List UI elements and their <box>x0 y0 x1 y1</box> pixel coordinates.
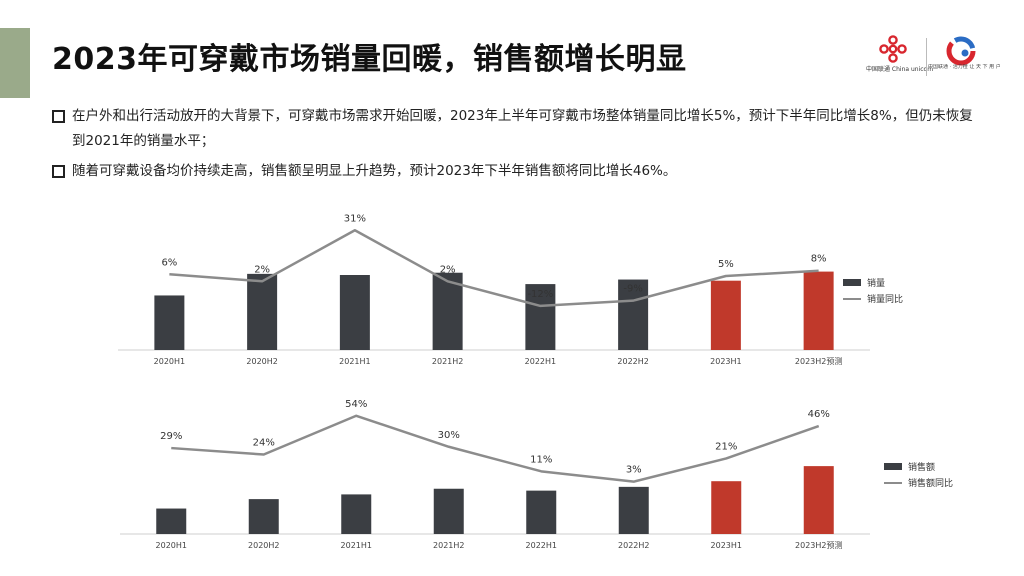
data-label: 2% <box>440 264 456 275</box>
sales-volume-chart: 2020H1 2020H2 2021H1 2021H2 2022H1 2022H2 2023… <box>118 213 903 366</box>
bar-2020H2 <box>248 499 279 534</box>
x-tick-label: 2021H2 <box>432 357 463 366</box>
data-label: 8% <box>811 254 827 265</box>
bullet-text: 在户外和出行活动放开的大背景下，可穿戴市场需求开始回暖，2023年上半年可穿戴市… <box>72 108 973 149</box>
bar-2022H1 <box>525 284 556 350</box>
x-tick-label: 2023H1 <box>711 541 742 550</box>
data-label: 29% <box>160 431 182 442</box>
bar-2023H1 <box>711 481 742 534</box>
brand-logo: 中国联通 China unicom 中国联通 · 活力橙 让 天 下 用 户 享… <box>866 34 1002 80</box>
legend-bar-label: 销售额 <box>908 461 935 473</box>
yoy-growth-line <box>169 229 819 308</box>
yoy-growth-line <box>171 414 820 483</box>
logo-left-name: 中国联通 China unicom <box>866 66 934 73</box>
bar-2021H2 <box>432 272 463 350</box>
legend-bar-label: 销量 <box>867 277 885 289</box>
x-tick-label: 2020H2 <box>246 357 277 366</box>
data-label: 2% <box>254 264 270 275</box>
x-tick-label: 2020H1 <box>156 541 187 550</box>
data-label: 6% <box>161 257 177 268</box>
bar-2023H2预测 <box>803 271 834 350</box>
data-label: 5% <box>718 259 734 270</box>
bar-2021H1 <box>341 494 372 534</box>
legend-line-label: 销售额同比 <box>908 477 953 489</box>
bar-2023H1 <box>710 280 741 350</box>
checkbox-square-icon <box>52 110 65 123</box>
x-tick-label: 2022H2 <box>618 541 649 550</box>
data-label: 11% <box>530 454 552 465</box>
logo-separator <box>926 38 927 76</box>
data-label: 31% <box>344 213 366 224</box>
legend-bar-swatch <box>884 463 902 470</box>
x-tick-label: 2020H2 <box>248 541 279 550</box>
data-label: 30% <box>438 430 460 441</box>
x-tick-label: 2021H1 <box>339 357 370 366</box>
data-label: 3% <box>626 465 642 476</box>
checkbox-square-icon <box>52 165 65 178</box>
data-label: -9% <box>623 284 642 295</box>
bar-2020H1 <box>154 295 185 350</box>
x-tick-label: 2021H2 <box>433 541 464 550</box>
sales-revenue-chart: 2020H1 2020H2 2021H1 2021H2 2022H1 2022H2 2023… <box>120 399 953 550</box>
logo-right-name: 中国联通 · 活力橙 让 天 下 用 户 享 受 美 好 生 活 <box>928 64 1002 70</box>
data-label: 54% <box>345 399 367 410</box>
data-label: 21% <box>715 441 737 452</box>
x-tick-label: 2022H1 <box>525 357 556 366</box>
bullet-item: 随着可穿戴设备均价持续走高，销售额呈明显上升趋势，预计2023年下半年销售额将同… <box>50 159 980 184</box>
accent-bar <box>0 28 30 98</box>
bar-2022H2 <box>618 486 649 534</box>
bar-2021H1 <box>339 275 370 350</box>
bar-2020H2 <box>247 273 278 350</box>
x-tick-label: 2021H1 <box>341 541 372 550</box>
x-tick-label: 2023H2预测 <box>795 540 842 550</box>
data-label: 46% <box>808 409 830 420</box>
x-tick-label: 2022H2 <box>617 357 648 366</box>
bar-2020H1 <box>156 508 187 534</box>
x-tick-label: 2022H1 <box>526 541 557 550</box>
bullet-item: 在户外和出行活动放开的大背景下，可穿戴市场需求开始回暖，2023年上半年可穿戴市… <box>50 104 980 154</box>
bullet-text: 随着可穿戴设备均价持续走高，销售额呈明显上升趋势，预计2023年下半年销售额将同… <box>72 163 677 179</box>
bar-2023H2预测 <box>803 466 834 534</box>
legend-line-label: 销量同比 <box>867 293 903 305</box>
x-tick-label: 2020H1 <box>154 357 185 366</box>
bar-2021H2 <box>433 488 464 534</box>
legend-bar-swatch <box>843 279 861 286</box>
data-label: 24% <box>253 438 275 449</box>
page-title: 2023年可穿戴市场销量回暖，销售额增长明显 <box>52 42 687 77</box>
bar-2022H2 <box>618 279 649 350</box>
china-unicom-logo-icon <box>879 35 907 63</box>
vitality-orange-logo-icon <box>946 36 976 66</box>
x-tick-label: 2023H2预测 <box>795 356 842 366</box>
bullet-list: 在户外和出行活动放开的大背景下，可穿戴市场需求开始回暖，2023年上半年可穿戴市… <box>50 104 980 189</box>
bar-2022H1 <box>526 490 557 534</box>
data-label: -12% <box>527 289 553 300</box>
x-tick-label: 2023H1 <box>710 357 741 366</box>
